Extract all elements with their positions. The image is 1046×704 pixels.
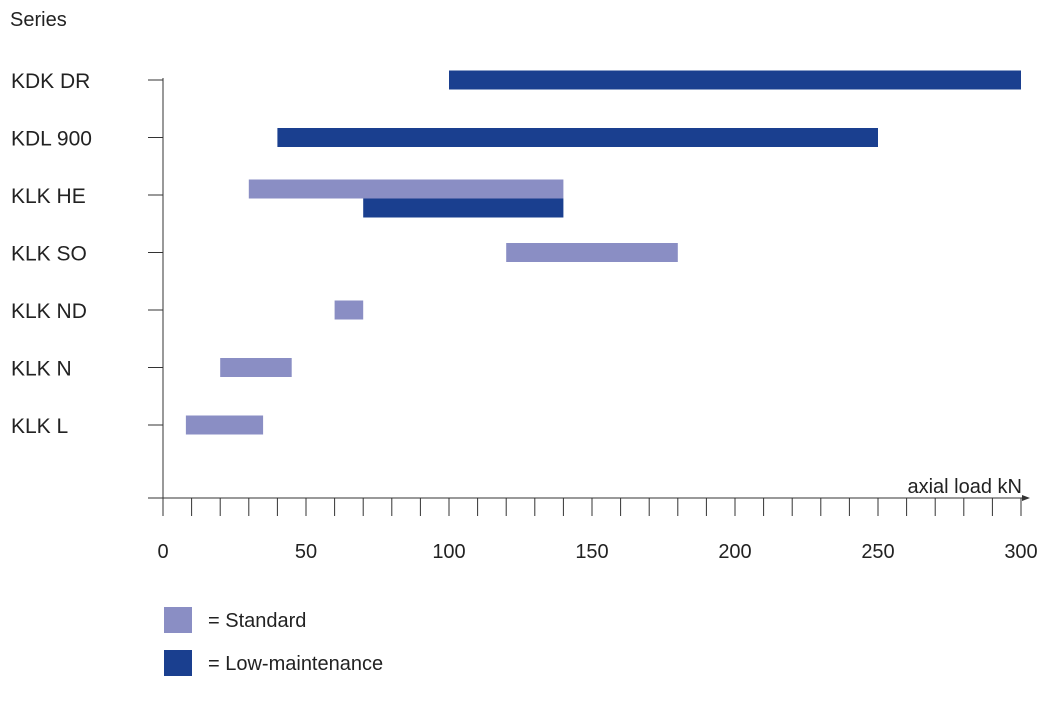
- x-tick-label-50: 50: [295, 541, 317, 563]
- bar-standard-klk-l: [185, 415, 264, 435]
- bar-standard-klk-so: [506, 243, 678, 262]
- bar-standard-klk-he: [248, 179, 564, 199]
- category-label-kdk-dr: KDK DR: [11, 70, 90, 93]
- category-labels: KDK DR KDL 900 KLK HE KLK SO KLK ND KLK N KLK …: [11, 70, 92, 438]
- bar-standard-klk-nd: [334, 300, 364, 320]
- x-axis-title: axial load kN: [907, 476, 1022, 498]
- x-tick-label-300: 300: [1004, 541, 1037, 563]
- x-tick-label-200: 200: [718, 541, 751, 563]
- x-tick-label-0: 0: [157, 541, 168, 563]
- bar-low-maintenance-kdl-900: [277, 128, 878, 147]
- legend-swatch-standard: [164, 607, 192, 633]
- y-axis-title: Series: [10, 9, 67, 31]
- category-label-kdl-900: KDL 900: [11, 128, 92, 151]
- bar-low-maintenance-klk-he: [363, 198, 564, 218]
- bars: [185, 70, 1021, 435]
- category-label-klk-l: KLK L: [11, 415, 68, 438]
- category-label-klk-n: KLK N: [11, 358, 72, 381]
- bar-low-maintenance-kdk-dr: [449, 70, 1021, 90]
- bar-standard-klk-n: [220, 358, 292, 377]
- legend-label-standard: = Standard: [208, 610, 306, 632]
- legend-swatch-low-maintenance: [164, 650, 192, 676]
- category-label-klk-he: KLK HE: [11, 185, 86, 208]
- x-tick-label-150: 150: [575, 541, 608, 563]
- category-label-klk-so: KLK SO: [11, 243, 87, 266]
- x-tick-label-250: 250: [861, 541, 894, 563]
- x-axis-arrow: [1022, 495, 1030, 501]
- category-label-klk-nd: KLK ND: [11, 300, 87, 323]
- legend-label-low-maintenance: = Low-maintenance: [208, 653, 383, 675]
- x-ticks: 0 50 100 150 200 250 300: [157, 498, 1038, 563]
- x-tick-label-100: 100: [432, 541, 465, 563]
- legend: = Standard = Low-maintenance: [164, 607, 383, 676]
